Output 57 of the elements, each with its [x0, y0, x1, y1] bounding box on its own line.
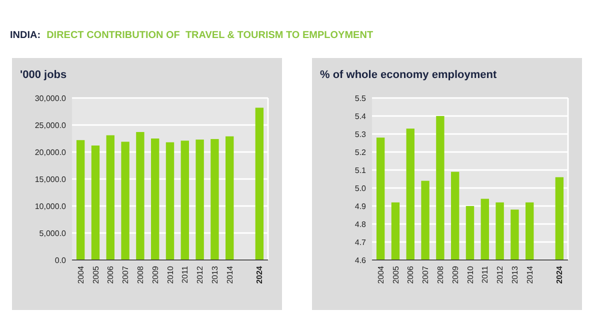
- x-tick-label: 2005: [91, 265, 100, 284]
- chart-title: INDIA:: [10, 30, 41, 41]
- bar: [121, 142, 130, 260]
- y-tick-label: 4.8: [354, 220, 367, 229]
- x-tick-label: 2013: [510, 265, 520, 284]
- y-tick-label: 25,000.0: [34, 120, 67, 130]
- y-tick-label: 5,000.0: [39, 228, 67, 238]
- x-tick-label: 2010: [166, 265, 175, 284]
- y-tick-label: 20,000.0: [34, 148, 67, 157]
- x-tick-label: 2014: [525, 265, 534, 284]
- y-tick-label: 4.7: [354, 238, 367, 247]
- y-tick-label: 15,000.0: [34, 174, 67, 184]
- x-tick-label: 2009: [450, 265, 460, 284]
- y-tick-label: 5.0: [354, 184, 367, 193]
- x-tick-label: 2012: [496, 265, 505, 284]
- bar: [166, 142, 174, 260]
- y-tick-label: 10,000.0: [34, 202, 67, 211]
- x-tick-label: 2007: [421, 265, 430, 284]
- bar: [150, 138, 160, 260]
- y-axis-title: % of whole economy employment: [320, 69, 497, 81]
- y-tick-label: 5.2: [354, 148, 367, 157]
- y-tick-label: 30,000.0: [34, 94, 67, 103]
- bar: [106, 135, 114, 260]
- x-tick-label: 2004: [76, 265, 86, 284]
- y-axis-title: '000 jobs: [20, 69, 67, 81]
- bar: [255, 108, 264, 260]
- x-tick-label: 2024: [555, 265, 564, 284]
- y-tick-label: 5.3: [354, 130, 367, 139]
- chart-subtitle: DIRECT CONTRIBUTION OF TRAVEL & TOURISM TO EMPLOYMENT: [46, 30, 374, 41]
- y-tick-label: 5.5: [354, 94, 367, 103]
- x-tick-label: 2008: [436, 265, 445, 284]
- y-tick-label: 4.9: [354, 202, 367, 211]
- x-tick-label: 2006: [406, 265, 416, 284]
- x-tick-label: 2012: [196, 265, 205, 284]
- x-tick-label: 2005: [391, 265, 400, 284]
- bar: [91, 146, 100, 260]
- x-tick-label: 2008: [136, 265, 145, 284]
- bar: [180, 140, 190, 260]
- bar: [136, 132, 144, 260]
- y-tick-label: 5.1: [354, 166, 367, 175]
- x-tick-label: 2013: [210, 265, 220, 284]
- y-tick-label: 5.4: [354, 112, 367, 121]
- x-tick-label: 2010: [466, 265, 475, 284]
- x-tick-label: 2011: [480, 265, 490, 284]
- x-tick-label: 2006: [106, 265, 116, 284]
- bar: [226, 136, 234, 260]
- y-tick-label: 4.6: [354, 256, 367, 265]
- bar: [210, 139, 219, 260]
- x-tick-label: 2007: [121, 265, 130, 284]
- bar: [196, 140, 204, 260]
- bar: [76, 140, 85, 260]
- x-tick-label: 2009: [150, 265, 160, 284]
- x-tick-label: 2004: [376, 265, 386, 284]
- y-tick-label: 0.0: [54, 256, 67, 265]
- x-tick-label: 2011: [180, 265, 190, 284]
- x-tick-label: 2024: [255, 265, 264, 284]
- x-tick-label: 2014: [225, 265, 234, 284]
